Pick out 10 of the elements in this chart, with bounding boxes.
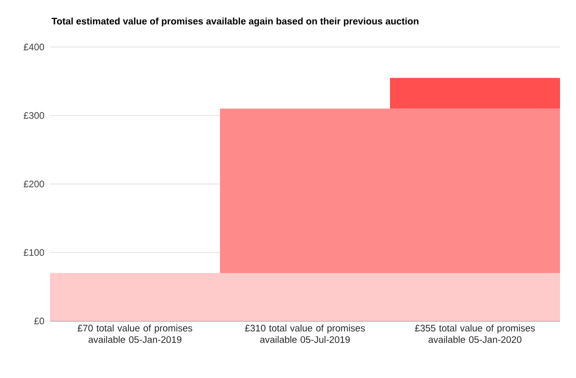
x-tick-label: £310 total value of promises available 05-Jul-2019: [245, 324, 365, 343]
x-tick-label: £355 total value of promises available 05-Jan-2020: [415, 324, 535, 343]
y-tick-label: £0: [34, 318, 44, 324]
x-tick-label: £70 total value of promises available 05-Jan-2019: [78, 324, 192, 343]
chart-title: Total estimated value of promises available again based on their previous auction: [52, 18, 418, 26]
bar: [390, 78, 560, 109]
y-tick-label: £200: [24, 180, 44, 188]
y-tick-label: £400: [24, 44, 44, 50]
y-tick-label: £100: [24, 249, 44, 256]
y-tick-label: £300: [24, 112, 44, 119]
